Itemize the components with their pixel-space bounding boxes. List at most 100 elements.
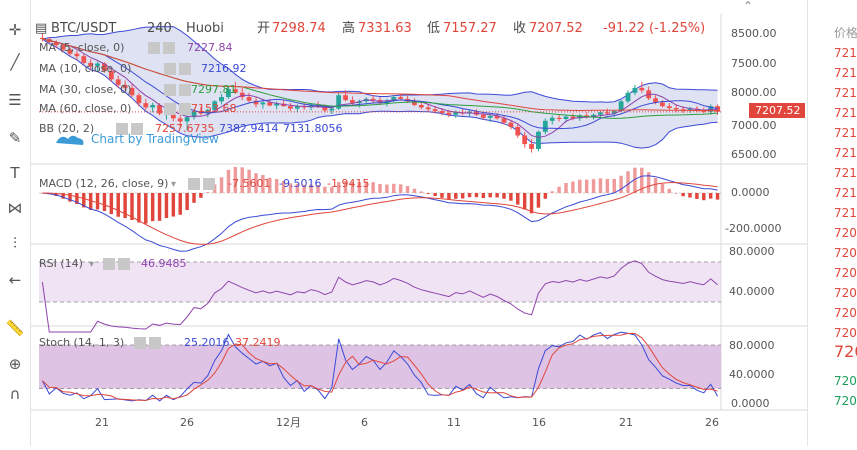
bb-settings-icon[interactable]: [116, 123, 128, 135]
macd-histogram-bar: [653, 177, 658, 193]
macd-histogram-bar: [454, 193, 458, 199]
candle-body: [570, 116, 576, 119]
ladder-ask-row[interactable]: 7210: [834, 86, 857, 100]
zoom-in-icon[interactable]: ⊕: [8, 355, 22, 373]
pattern-icon[interactable]: ⋈: [7, 199, 23, 217]
candle-body: [432, 109, 438, 112]
ladder-ask-row[interactable]: 7210: [834, 146, 857, 160]
candle-body: [412, 101, 417, 105]
tradingview-logo[interactable]: Chart by TradingView: [56, 132, 219, 146]
ma10-close-icon[interactable]: [179, 63, 191, 75]
ladder-bid-row[interactable]: 7207: [834, 374, 857, 388]
ladder-ask-row[interactable]: 7210: [834, 186, 857, 200]
macd-histogram-bar: [371, 182, 375, 193]
bb-lower-value: 7131.8056: [283, 122, 343, 135]
ladder-ask-row[interactable]: 7211: [834, 46, 857, 60]
candle-body: [157, 104, 162, 114]
macd-histogram-bar: [226, 169, 231, 193]
high-label: 高: [342, 20, 355, 36]
macd-histogram-bar: [688, 193, 692, 198]
ma5-settings-icon[interactable]: [148, 42, 160, 54]
ladder-bid-row[interactable]: 7207: [834, 394, 857, 408]
ma60-settings-icon[interactable]: [164, 103, 176, 115]
text-tool-icon[interactable]: T: [10, 164, 20, 182]
ladder-ask-row[interactable]: 7209: [834, 226, 857, 240]
horizontal-lines-icon[interactable]: ☰: [8, 91, 22, 109]
chart-canvas[interactable]: ▤ BTC/USDT 240 Huobi 开 7298.74 高 7331.63…: [31, 0, 807, 446]
ma10-settings-icon[interactable]: [164, 63, 176, 75]
stoch-settings-icon[interactable]: [134, 337, 146, 349]
trend-line-icon[interactable]: ╱: [10, 53, 20, 71]
candle-body: [260, 102, 266, 105]
price-chart[interactable]: ▤ BTC/USDT 240 Huobi 开 7298.74 高 7331.63…: [31, 0, 807, 446]
macd-histogram-bar: [219, 177, 224, 193]
stoch-close-icon[interactable]: [149, 337, 161, 349]
macd-histogram-bar: [543, 193, 548, 199]
macd-close-icon[interactable]: [203, 178, 215, 190]
macd-histogram-bar: [550, 191, 554, 193]
brush-icon[interactable]: ✎: [8, 129, 22, 147]
bb-close-icon[interactable]: [131, 123, 143, 135]
crosshair-icon[interactable]: ✛: [8, 21, 22, 39]
collapse-chevron-icon[interactable]: ⌃: [743, 0, 753, 13]
stoch-label: Stoch (14, 1, 3): [39, 336, 124, 349]
macd-histogram-bar: [88, 193, 93, 210]
back-arrow-icon[interactable]: ←: [8, 271, 22, 289]
ma30-label: MA (30, close, 0): [39, 83, 131, 96]
symbol-name: BTC/USDT: [51, 21, 116, 36]
rsi-settings-icon[interactable]: [103, 258, 115, 270]
candle-body: [129, 87, 135, 96]
candle-body: [598, 112, 603, 115]
macd-histogram-bar: [419, 191, 424, 193]
macd-histogram-bar: [288, 183, 293, 193]
rsi-close-icon[interactable]: [118, 258, 130, 270]
macd-histogram-bar: [398, 184, 403, 193]
ladder-ask-row[interactable]: 7208: [834, 306, 857, 320]
badge-bg: [749, 103, 805, 118]
macd-histogram-bar: [261, 175, 265, 193]
ladder-ask-row[interactable]: 7210: [834, 106, 857, 120]
macd-settings-icon[interactable]: [188, 178, 200, 190]
bb-upper-line: [42, 25, 718, 103]
ma5-close-icon[interactable]: [163, 42, 175, 54]
high-value: 7331.63: [358, 21, 412, 36]
rsi-chevron-icon[interactable]: ▾: [89, 259, 94, 270]
ladder-ask-row[interactable]: 7210: [834, 206, 857, 220]
ladder-ask-row[interactable]: 7208: [834, 326, 857, 340]
macd-histogram-bar: [336, 182, 341, 193]
candle-body: [184, 117, 190, 122]
ladder-ask-row[interactable]: 7211: [834, 66, 857, 80]
candle-body: [81, 56, 87, 63]
macd-signal-line: [42, 182, 718, 245]
ma30-settings-icon[interactable]: [164, 84, 176, 96]
macd-histogram-bar: [281, 180, 286, 193]
rsi-band: [39, 262, 721, 302]
ladder-ask-row[interactable]: 7208: [834, 286, 857, 300]
rsi-tick-40: 40.0000: [729, 285, 775, 298]
ladder-ask-row[interactable]: 7210: [834, 166, 857, 180]
candle-body: [267, 102, 273, 106]
macd-histogram-bar: [102, 193, 107, 211]
fib-icon[interactable]: ⫶: [13, 234, 17, 252]
candle-body: [226, 89, 231, 98]
candle-body: [666, 106, 672, 109]
ladder-ask-row[interactable]: 7209: [834, 266, 857, 280]
macd-histogram-bar: [536, 193, 541, 208]
ma30-close-icon[interactable]: [179, 84, 191, 96]
candle-body: [356, 101, 362, 104]
ma60-close-icon[interactable]: [179, 103, 191, 115]
magnet-icon[interactable]: ∩: [9, 385, 21, 403]
stoch-tick-40: 40.0000: [729, 368, 775, 381]
macd-histogram-bar: [681, 193, 685, 197]
macd-histogram-bar: [626, 171, 630, 193]
ladder-ask-row[interactable]: 7210: [834, 126, 857, 140]
macd-chevron-icon[interactable]: ▾: [171, 179, 176, 190]
ma10-label: MA (10, close, 0): [39, 62, 131, 75]
ladder-ask-row[interactable]: 7209: [834, 246, 857, 260]
ruler-icon[interactable]: 📏: [5, 319, 25, 337]
macd-histogram-bar: [392, 183, 396, 193]
candle-body: [288, 106, 293, 109]
close-value: 7207.52: [529, 21, 583, 36]
macd-histogram-bar: [343, 181, 348, 193]
macd-histogram-bar: [295, 183, 300, 193]
